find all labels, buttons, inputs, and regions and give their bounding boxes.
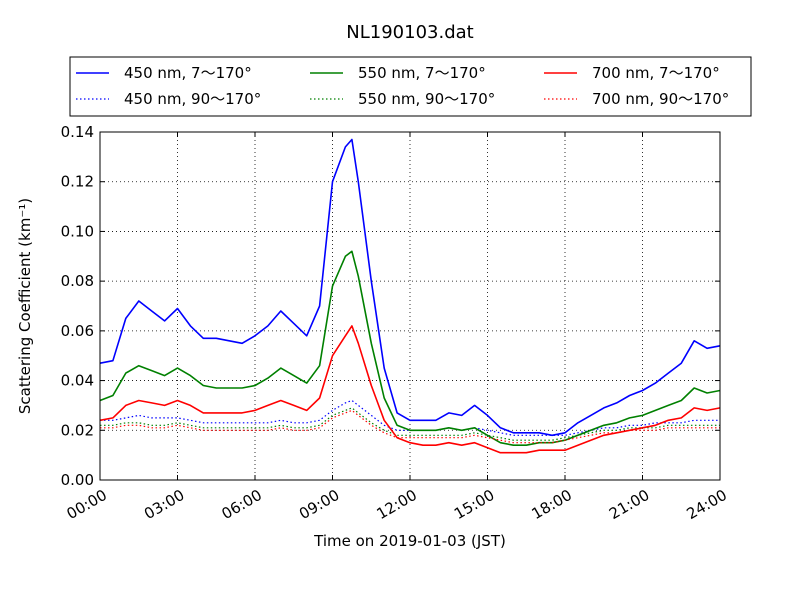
legend: 450 nm, 7～170° 450 nm, 90～170° 550 nm, 7～1…: [69, 56, 752, 117]
legend-label-6: 700 nm, 90～170°: [592, 90, 729, 108]
y-tick-label: 0.02: [61, 421, 94, 439]
y-tick-label: 0.00: [61, 471, 94, 489]
y-tick-label: 0.14: [61, 123, 94, 141]
series-lines: [99, 138, 721, 454]
y-tick-label: 0.08: [61, 272, 94, 290]
legend-frame: [69, 56, 752, 117]
series-line-5: [99, 325, 721, 454]
x-tick-label: 12:00: [374, 486, 420, 523]
x-tick-label: 21:00: [606, 486, 652, 523]
x-tick-label: 09:00: [296, 486, 342, 523]
x-tick-label: 18:00: [529, 486, 575, 523]
legend-label-2: 450 nm, 90～170°: [124, 90, 261, 108]
y-tick-label: 0.06: [61, 322, 94, 340]
y-tick-label: 0.10: [61, 222, 94, 240]
y-tick-label: 0.12: [61, 173, 94, 191]
x-tick-label: 03:00: [141, 486, 187, 523]
legend-label-3: 550 nm, 7～170°: [358, 64, 486, 82]
series-line-6: [100, 409, 720, 444]
x-axis-label: Time on 2019-01-03 (JST): [313, 532, 506, 550]
x-tick-label: 00:00: [64, 486, 110, 523]
y-axis-label: Scattering Coefficient (km⁻¹): [16, 198, 34, 414]
chart-title: NL190103.dat: [346, 22, 473, 43]
legend-label-1: 450 nm, 7～170°: [124, 64, 252, 82]
y-axis: 0.00 0.02 0.04 0.06 0.08 0.10 0.12 0.14: [61, 123, 720, 489]
x-axis: 00:00 03:00 06:00 09:00 12:00 15:00 18:00 21:00…: [64, 132, 730, 523]
legend-label-4: 550 nm, 90～170°: [358, 90, 495, 108]
y-tick-label: 0.04: [61, 372, 94, 390]
x-tick-label: 06:00: [219, 486, 265, 523]
legend-label-5: 700 nm, 7～170°: [592, 64, 720, 82]
x-tick-label: 24:00: [684, 486, 730, 523]
series-line-1: [99, 138, 721, 437]
x-tick-label: 15:00: [451, 486, 497, 523]
series-line-3: [99, 250, 721, 446]
series-line-2: [100, 399, 720, 436]
grid: [100, 132, 720, 480]
